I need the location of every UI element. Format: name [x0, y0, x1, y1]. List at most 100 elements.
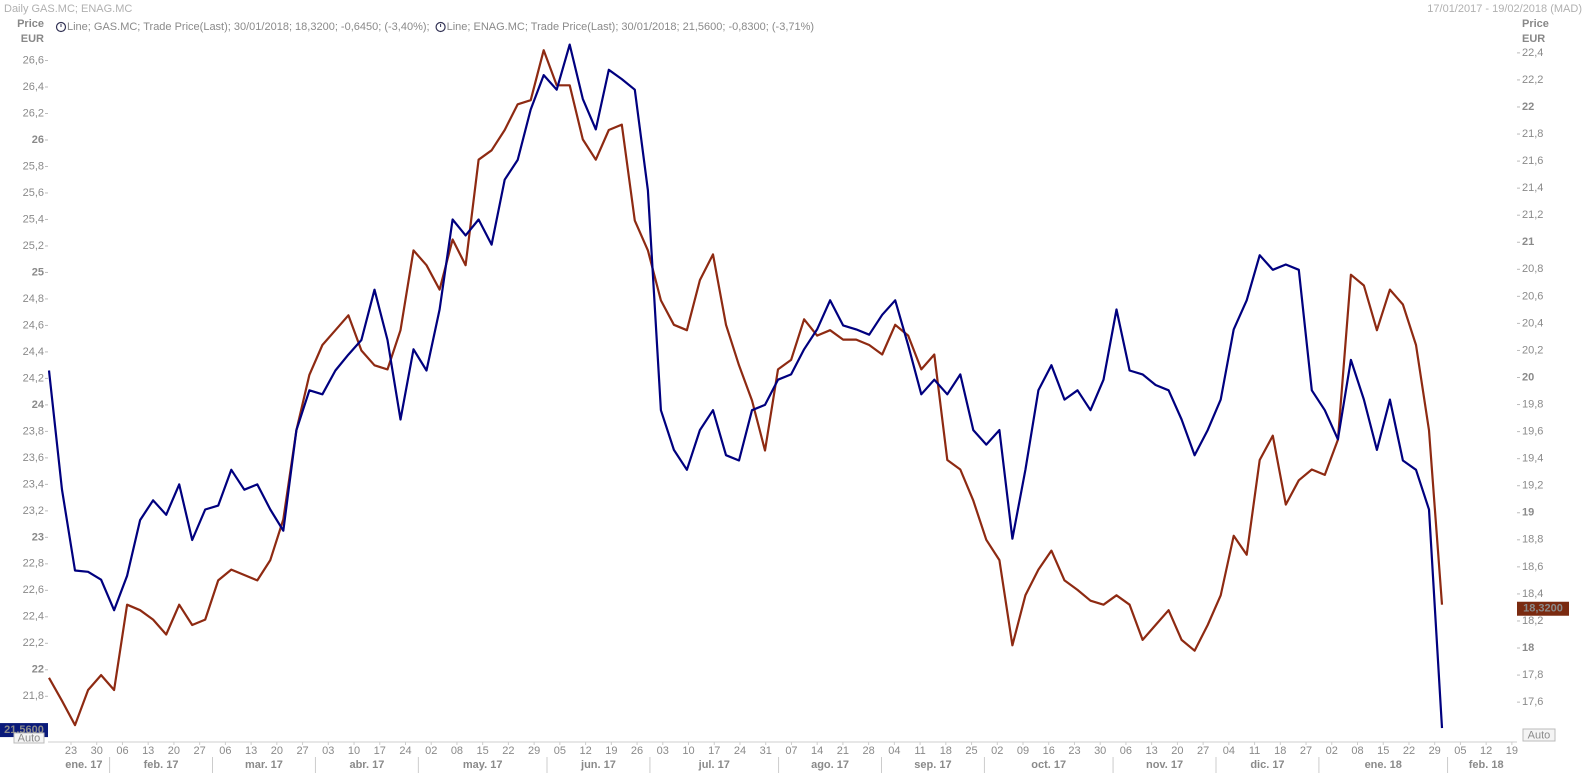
y2-tick-label: 18,8 — [1522, 534, 1543, 546]
y2-tick-label: 19,8 — [1522, 398, 1543, 410]
y2-tick-label: 18,6 — [1522, 561, 1543, 573]
x-tick-label: 03 — [322, 745, 334, 757]
x-tick-label: 30 — [1094, 745, 1106, 757]
y2-tick-label: 19,4 — [1522, 453, 1543, 465]
y2-tick-label: 20,2 — [1522, 344, 1543, 356]
x-tick-label: 22 — [1403, 745, 1415, 757]
x-tick-label: 31 — [760, 745, 772, 757]
y2-tick-label: 22,4 — [1522, 47, 1543, 59]
y-tick-label: 22,6 — [23, 584, 44, 596]
month-label: abr. 17 — [349, 759, 384, 771]
x-tick-label: 29 — [528, 745, 540, 757]
x-tick-label: 13 — [245, 745, 257, 757]
x-tick-label: 23 — [1068, 745, 1080, 757]
x-tick-label: 21 — [837, 745, 849, 757]
x-tick-label: 02 — [1326, 745, 1338, 757]
y-tick-label: 26,6 — [23, 54, 44, 66]
x-tick-label: 06 — [116, 745, 128, 757]
x-tick-label: 18 — [1274, 745, 1286, 757]
x-tick-label: 25 — [965, 745, 977, 757]
x-tick-label: 10 — [348, 745, 360, 757]
y2-tick-label: 21 — [1522, 236, 1534, 248]
y-tick-label: 24,8 — [23, 293, 44, 305]
x-tick-label: 27 — [194, 745, 206, 757]
x-tick-label: 17 — [708, 745, 720, 757]
y2-tick-label: 22 — [1522, 101, 1534, 113]
y-tick-label: 25 — [32, 266, 44, 278]
y-tick-label: 23,8 — [23, 425, 44, 437]
y-tick-label: 26,2 — [23, 107, 44, 119]
y2-tick-label: 20,8 — [1522, 263, 1543, 275]
y-tick-label: 22,4 — [23, 611, 44, 623]
y-tick-label: 23,4 — [23, 478, 44, 490]
y-tick-label: 24,2 — [23, 372, 44, 384]
x-tick-label: 13 — [1146, 745, 1158, 757]
auto-button — [13, 732, 45, 744]
x-tick-label: 15 — [1377, 745, 1389, 757]
chart-title: Daily GAS.MC; ENAG.MC — [4, 3, 132, 15]
y-tick-label: 24,4 — [23, 346, 44, 358]
x-tick-label: 27 — [1197, 745, 1209, 757]
y-tick-label: 22,2 — [23, 637, 44, 649]
auto-button-label: Auto — [1528, 729, 1551, 741]
x-tick-label: 28 — [863, 745, 875, 757]
x-tick-label: 17 — [374, 745, 386, 757]
y-tick-label: 25,8 — [23, 160, 44, 172]
x-tick-label: 08 — [451, 745, 463, 757]
x-tick-label: 13 — [142, 745, 154, 757]
month-label: oct. 17 — [1031, 759, 1066, 771]
y-tick-label: 22 — [32, 664, 44, 676]
x-tick-label: 11 — [914, 745, 925, 757]
y-tick-label: 23 — [32, 531, 44, 543]
x-tick-label: 09 — [1017, 745, 1029, 757]
legend-entry: Line; GAS.MC; Trade Price(Last); 30/01/2… — [67, 21, 430, 33]
x-tick-label: 18 — [940, 745, 952, 757]
legend-entry: Line; ENAG.MC; Trade Price(Last); 30/01/… — [447, 21, 814, 33]
y-tick-label: 23,6 — [23, 452, 44, 464]
y2-tick-label: 22,2 — [1522, 74, 1543, 86]
y2-tick-label: 17,8 — [1522, 669, 1543, 681]
y-tick-label: 25,6 — [23, 187, 44, 199]
x-tick-label: 22 — [502, 745, 514, 757]
month-label: ene. 17 — [65, 759, 102, 771]
y-tick-label: 21,8 — [23, 690, 44, 702]
x-tick-label: 05 — [1454, 745, 1466, 757]
x-tick-label: 19 — [605, 745, 617, 757]
y-tick-label: 22,8 — [23, 558, 44, 570]
y-tick-label: 26,4 — [23, 81, 44, 93]
y2-tick-label: 20,4 — [1522, 317, 1543, 329]
x-tick-label: 26 — [631, 745, 643, 757]
x-tick-label: 04 — [1223, 745, 1235, 757]
y-axis-unit: EUR — [21, 33, 44, 45]
y2-tick-label: 19 — [1522, 507, 1534, 519]
last-value-label: 18,3200 — [1523, 603, 1563, 615]
date-range: 17/01/2017 - 19/02/2018 (MAD) — [1427, 3, 1582, 15]
y2-tick-label: 20 — [1522, 371, 1534, 383]
auto-button — [1522, 728, 1556, 742]
x-tick-label: 15 — [477, 745, 489, 757]
month-label: sep. 17 — [914, 759, 951, 771]
x-tick-label: 24 — [399, 745, 411, 757]
x-tick-label: 02 — [425, 745, 437, 757]
x-tick-label: 24 — [734, 745, 746, 757]
y-tick-label: 23,2 — [23, 505, 44, 517]
y2-tick-label: 21,6 — [1522, 155, 1543, 167]
y2-tick-label: 19,6 — [1522, 426, 1543, 438]
y2-tick-label: 19,2 — [1522, 480, 1543, 492]
y2-tick-label: 21,4 — [1522, 182, 1543, 194]
y-tick-label: 26 — [32, 134, 44, 146]
month-label: jul. 17 — [698, 759, 730, 771]
x-tick-label: 12 — [579, 745, 591, 757]
x-tick-label: 02 — [991, 745, 1003, 757]
month-label: mar. 17 — [245, 759, 283, 771]
x-tick-label: 04 — [888, 745, 900, 757]
y2-tick-label: 18 — [1522, 642, 1534, 654]
x-tick-label: 20 — [168, 745, 180, 757]
y-tick-label: 24 — [32, 399, 45, 411]
y2-tick-label: 21,2 — [1522, 209, 1543, 221]
month-label: ago. 17 — [811, 759, 849, 771]
x-tick-label: 05 — [554, 745, 566, 757]
y2-tick-label: 17,6 — [1522, 696, 1543, 708]
